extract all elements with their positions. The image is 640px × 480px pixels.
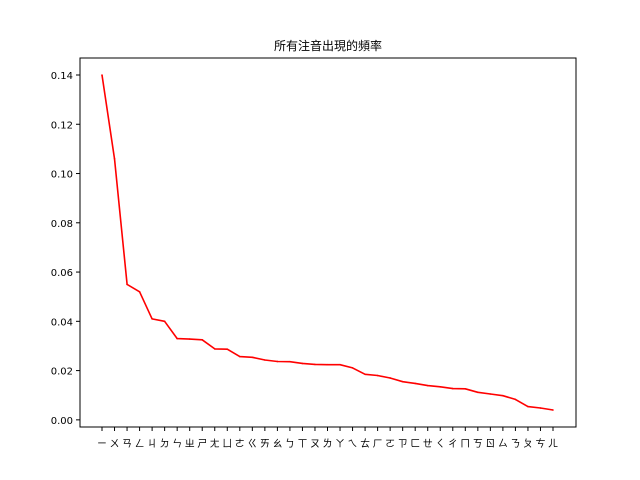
data-point	[326, 363, 329, 366]
data-point	[251, 356, 254, 359]
x-tick-label: ㄉ	[160, 438, 170, 450]
data-point	[527, 405, 529, 408]
x-tick-label: ㄒ	[297, 439, 307, 450]
x-tick-label: ㄗ	[398, 439, 408, 450]
x-tick-label: ㄑ	[435, 439, 445, 450]
x-tick-label: ㄘ	[535, 437, 545, 450]
x-tick-label: ㄥ	[135, 438, 145, 450]
y-tick-label: 0.02	[51, 367, 73, 378]
x-tick-label: ㄩ	[222, 438, 232, 450]
data-point	[264, 359, 266, 361]
data-point	[151, 318, 153, 320]
x-tick-label: ㄖ	[485, 439, 495, 450]
data-point	[364, 373, 366, 376]
data-point	[464, 388, 467, 390]
data-point	[276, 360, 279, 363]
data-point	[163, 320, 166, 323]
x-tick-label: ㄠ	[272, 439, 282, 450]
x-tick-label: ㄢ	[122, 438, 132, 450]
data-point	[502, 394, 504, 397]
data-point	[188, 338, 191, 340]
data-point	[138, 290, 141, 293]
y-tick-label: 0.14	[51, 71, 73, 82]
x-tick-label: ㄏ	[373, 439, 383, 450]
data-point	[414, 382, 416, 385]
x-tick-label: ㄜ	[235, 438, 245, 450]
series-line	[101, 74, 554, 411]
data-point	[289, 360, 291, 363]
data-point	[439, 386, 442, 388]
data-point	[376, 374, 379, 377]
data-point	[552, 409, 554, 411]
axes-frame	[79, 57, 577, 428]
x-tick-label: ㄡ	[310, 439, 320, 450]
x-tick-label: ㄝ	[423, 438, 433, 450]
data-point	[426, 384, 429, 387]
chart-title: 所有注音出現的頻率	[274, 38, 382, 53]
y-tick-label: 0.08	[51, 219, 73, 230]
x-tick-label: ㄧ	[97, 439, 107, 450]
x-tick-label: ㄇ	[460, 439, 470, 450]
y-tick-label: 0.06	[51, 268, 73, 279]
x-tick-label: ㄔ	[448, 438, 458, 450]
x-tick-label: ㄐ	[147, 439, 157, 450]
x-tick-label: ㄊ	[360, 438, 370, 450]
data-point	[101, 74, 103, 76]
data-point	[126, 283, 128, 286]
x-tick-label: ㄌ	[323, 438, 333, 450]
x-tick-label: ㄓ	[185, 438, 195, 450]
x-tick-label: ㄆ	[523, 438, 533, 450]
data-point	[451, 387, 454, 390]
y-tick-label: 0.00	[51, 416, 73, 427]
x-tick-label: ㄨ	[110, 439, 120, 450]
data-point	[339, 363, 341, 366]
x-tick-label: ㄕ	[197, 439, 207, 450]
x-tick-label: ㄚ	[335, 439, 345, 450]
y-tick-label: 0.10	[51, 170, 73, 181]
x-tick-label: ㄈ	[410, 439, 420, 450]
x-tick-label: ㄋ	[510, 438, 520, 450]
x-tick-label: ㄦ	[548, 438, 558, 450]
data-point	[477, 391, 479, 394]
y-tick-label: 0.12	[51, 120, 73, 131]
data-point	[389, 377, 391, 379]
data-point	[539, 407, 542, 409]
x-tick-label: ㄣ	[172, 438, 182, 450]
data-point	[489, 393, 492, 395]
data-point	[113, 157, 116, 160]
data-point	[226, 348, 229, 350]
x-tick-label: ㄤ	[210, 438, 220, 450]
data-point	[314, 363, 316, 366]
x-tick-label: ㄅ	[285, 438, 295, 450]
x-tick-label: ㄟ	[348, 439, 358, 450]
x-tick-label: ㄞ	[260, 439, 270, 450]
x-tick-label: ㄍ	[247, 439, 257, 450]
y-tick-label: 0.04	[51, 317, 73, 328]
data-point	[201, 338, 204, 341]
data-point	[351, 367, 354, 369]
data-point	[401, 380, 404, 383]
data-point	[514, 398, 517, 401]
data-point	[301, 362, 304, 365]
data-point	[239, 355, 241, 358]
x-tick-label: ㄛ	[385, 439, 395, 450]
plot-area: 0.00 0.02 0.04 0.06 0.08 0.10 0.12 0.14 ㄧㄨㄢㄥㄐㄉㄣㄓ…	[51, 57, 577, 450]
data-point	[176, 337, 178, 340]
data-point	[213, 348, 216, 350]
x-tick-label: ㄎ	[473, 439, 483, 450]
x-tick-label: ㄙ	[498, 438, 508, 450]
